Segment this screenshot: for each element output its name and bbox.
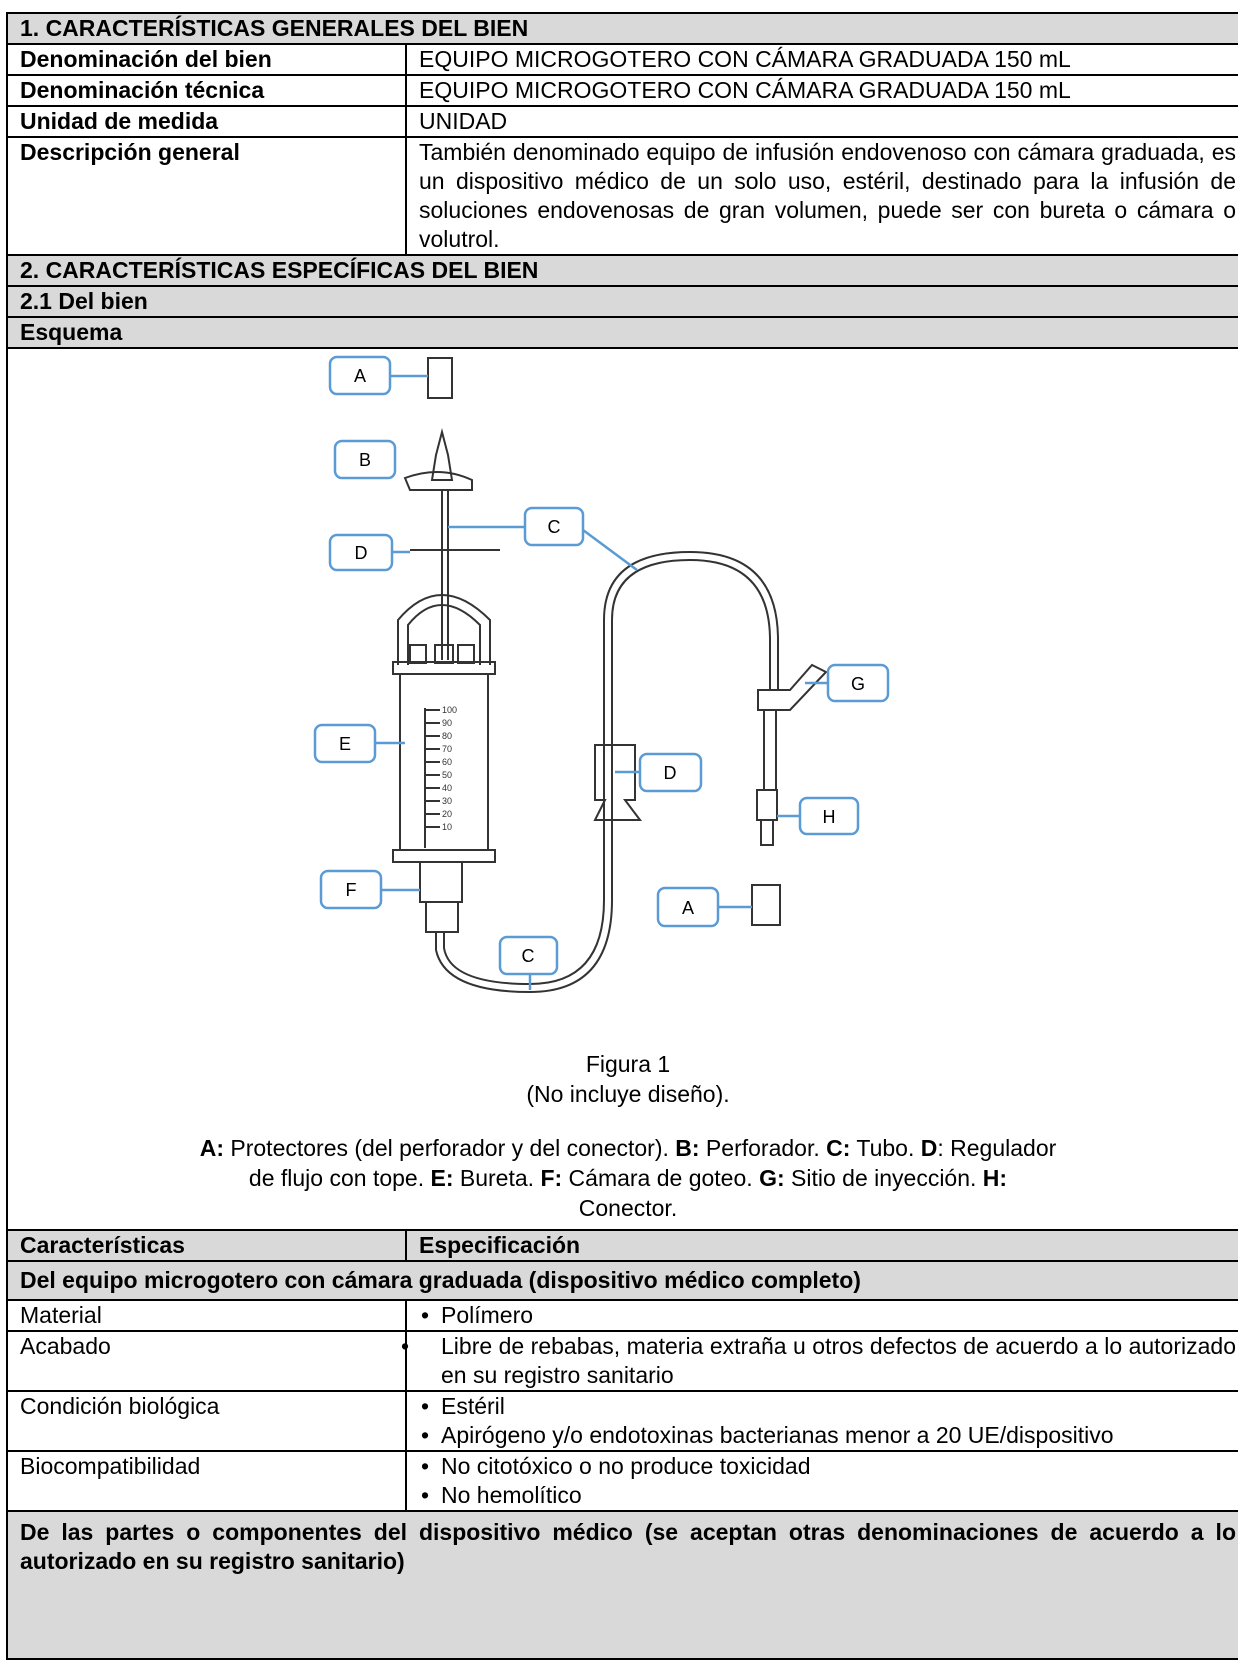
callout-label: A bbox=[354, 366, 366, 386]
row-value: EQUIPO MICROGOTERO CON CÁMARA GRADUADA 1… bbox=[405, 74, 1238, 107]
figure-cell: Figura 1 (No incluye diseño). A: Protect… bbox=[6, 347, 1238, 1231]
scale-label: 100 bbox=[442, 705, 457, 715]
spec-item: Libre de rebabas, materia extraña u otro… bbox=[421, 1332, 1236, 1390]
scale-label: 30 bbox=[442, 796, 452, 806]
row-value: También denominado equipo de infusión en… bbox=[405, 136, 1238, 256]
row-label: Unidad de medida bbox=[6, 105, 407, 138]
legend-key: B: bbox=[675, 1135, 700, 1161]
legend-key: F: bbox=[540, 1165, 563, 1191]
legend-text: Perforador. bbox=[699, 1135, 827, 1161]
group-title: De las partes o componentes del disposit… bbox=[6, 1510, 1238, 1660]
legend-key: H: bbox=[982, 1165, 1008, 1191]
scale-label: 80 bbox=[442, 731, 452, 741]
spec-name: Biocompatibilidad bbox=[6, 1450, 407, 1512]
spec-name: Condición biológica bbox=[6, 1390, 407, 1452]
table-header: Características bbox=[6, 1229, 407, 1262]
legend-text: Bureta. bbox=[453, 1165, 541, 1191]
legend-key: A: bbox=[199, 1135, 224, 1161]
callout-label: D bbox=[664, 763, 677, 783]
row-label: Descripción general bbox=[6, 136, 407, 256]
callout-label: C bbox=[548, 517, 561, 537]
row-label: Denominación del bien bbox=[6, 43, 407, 76]
legend-key: D bbox=[920, 1135, 938, 1161]
spec-item: Estéril bbox=[421, 1392, 1236, 1421]
callout-label: F bbox=[346, 880, 357, 900]
section-title: 1. CARACTERÍSTICAS GENERALES DEL BIEN bbox=[6, 12, 1238, 45]
spec-item: No hemolítico bbox=[421, 1481, 1236, 1510]
legend-key: E: bbox=[430, 1165, 454, 1191]
subsection-title: 2.1 Del bien bbox=[6, 285, 1238, 318]
spec-sheet: 1. CARACTERÍSTICAS GENERALES DEL BIEN De… bbox=[6, 12, 1238, 1660]
row-label: Denominación técnica bbox=[6, 74, 407, 107]
row-value: EQUIPO MICROGOTERO CON CÁMARA GRADUADA 1… bbox=[405, 43, 1238, 76]
group-title: Del equipo microgotero con cámara gradua… bbox=[6, 1260, 1238, 1301]
legend-text: Cámara de goteo. bbox=[562, 1165, 760, 1191]
caption: Figura 1 bbox=[585, 1051, 671, 1077]
section-title: 2. CARACTERÍSTICAS ESPECÍFICAS DEL BIEN bbox=[6, 254, 1238, 287]
spec-item: Apirógeno y/o endotoxinas bacterianas me… bbox=[421, 1421, 1236, 1450]
scheme-title: Esquema bbox=[6, 316, 1238, 349]
callout-label: C bbox=[522, 946, 535, 966]
legend-key: G: bbox=[759, 1165, 785, 1191]
scale: 100 90 80 70 60 50 40 30 20 10 bbox=[425, 705, 457, 832]
table-header: Especificación bbox=[405, 1229, 1238, 1262]
callouts: A B C D E F C D G H A bbox=[313, 355, 890, 990]
caption-note: (No incluye diseño). bbox=[526, 1081, 730, 1107]
callout-label: A bbox=[682, 898, 694, 918]
callout-label: D bbox=[355, 543, 368, 563]
legend-text: Protectores (del perforador y del conect… bbox=[224, 1135, 676, 1161]
spec-name: Material bbox=[6, 1299, 407, 1332]
scale-label: 20 bbox=[442, 809, 452, 819]
legend-text: Conector. bbox=[578, 1195, 678, 1221]
scale-label: 50 bbox=[442, 770, 452, 780]
scale-label: 40 bbox=[442, 783, 452, 793]
spec-value: No citotóxico o no produce toxicidadNo h… bbox=[405, 1450, 1238, 1512]
figure-caption: Figura 1 (No incluye diseño). bbox=[20, 1049, 1236, 1109]
spec-value: Polímero bbox=[405, 1299, 1238, 1332]
legend-text: Sitio de inyección. bbox=[784, 1165, 983, 1191]
legend-text: Tubo. bbox=[850, 1135, 921, 1161]
scale-label: 70 bbox=[442, 744, 452, 754]
scale-label: 60 bbox=[442, 757, 452, 767]
callout-label: E bbox=[339, 734, 351, 754]
spec-value: Libre de rebabas, materia extraña u otro… bbox=[405, 1330, 1238, 1392]
figure-legend: A: Protectores (del perforador y del con… bbox=[198, 1133, 1058, 1223]
device bbox=[392, 357, 828, 994]
row-value: UNIDAD bbox=[405, 105, 1238, 138]
spec-value: EstérilApirógeno y/o endotoxinas bacteri… bbox=[405, 1390, 1238, 1452]
callout-label: G bbox=[851, 674, 865, 694]
callout-label: B bbox=[359, 450, 371, 470]
callout-label: H bbox=[823, 807, 836, 827]
legend-text: : Regulador de flujo con tope. bbox=[248, 1135, 1057, 1191]
scale-label: 90 bbox=[442, 718, 452, 728]
spec-item: No citotóxico o no produce toxicidad bbox=[421, 1452, 1236, 1481]
spec-name: Acabado bbox=[6, 1330, 407, 1392]
spec-item: Polímero bbox=[421, 1301, 1236, 1330]
scale-label: 10 bbox=[442, 822, 452, 832]
legend-key: C: bbox=[826, 1135, 851, 1161]
